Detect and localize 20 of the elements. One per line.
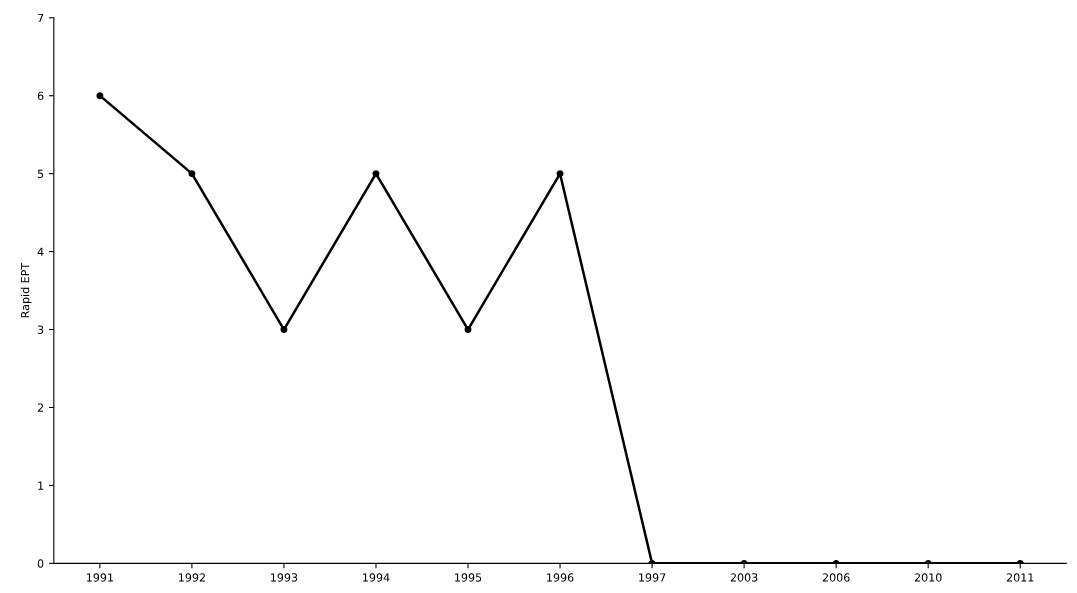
x-tick-label: 2006: [822, 573, 850, 582]
x-tick-label: 1993: [271, 573, 298, 582]
y-tick-label: 1: [38, 481, 44, 490]
y-tick-label: 7: [37, 13, 44, 23]
y-tick-label: 0: [37, 559, 44, 568]
y-tick-label: 2: [37, 403, 44, 412]
x-tick-label: 1994: [363, 573, 390, 582]
x-tick-label: 2003: [730, 573, 758, 582]
y-tick-label: 6: [37, 91, 44, 101]
x-tick-label: 1995: [455, 573, 482, 582]
x-tick-label: 2010: [914, 573, 942, 582]
x-tick-label: 1997: [639, 573, 666, 582]
x-tick-label: 1992: [178, 573, 205, 582]
y-tick-label: 4: [37, 247, 44, 256]
y-axis-title: Rapid EPT: [20, 262, 32, 318]
x-tick-label: 1991: [86, 573, 113, 582]
y-tick-label: 3: [37, 325, 44, 334]
y-tick-label: 5: [37, 169, 44, 179]
x-tick-label: 1996: [547, 573, 574, 582]
x-tick-label: 2011: [1006, 573, 1034, 582]
